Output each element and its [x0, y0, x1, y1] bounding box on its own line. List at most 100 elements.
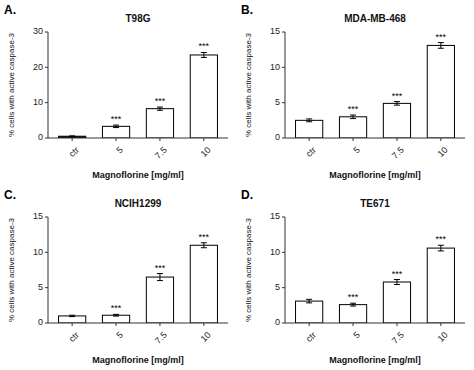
x-tick-label: ctr: [304, 330, 318, 344]
y-tick-label: 15: [33, 211, 43, 221]
y-axis: [285, 217, 286, 323]
significance-label: ***: [111, 303, 122, 313]
x-tick-label: 10: [436, 330, 450, 344]
bar: [427, 45, 454, 138]
x-axis: [285, 323, 465, 324]
y-axis: [48, 217, 49, 323]
title: MDA-MB-468: [344, 13, 406, 24]
error-bar: [69, 135, 75, 137]
y-tick: [45, 67, 48, 68]
panel: 051015ctr57.510Magnoflorine [mg/ml]% cel…: [4, 188, 228, 365]
error-bar: [438, 43, 444, 49]
y-tick-label: 0: [275, 317, 280, 327]
background: [0, 0, 474, 370]
significance-label: ***: [436, 234, 447, 244]
x-tick: [440, 138, 441, 141]
x-tick-label: ctr: [67, 145, 81, 159]
y-tick-label: 10: [33, 97, 43, 107]
error-bar: [157, 274, 163, 281]
title: TE671: [360, 198, 390, 209]
significance-label: ***: [199, 232, 210, 242]
x-tick-label: 5: [114, 330, 125, 341]
bar: [146, 277, 173, 323]
bar: [190, 245, 217, 323]
x-tick: [116, 138, 117, 141]
x-tick: [159, 138, 160, 141]
significance-label: ***: [155, 96, 166, 106]
bar: [59, 316, 86, 323]
title: T98G: [125, 13, 150, 24]
x-tick-label: 7.5: [390, 330, 406, 346]
bar: [190, 55, 217, 138]
y-axis: [285, 32, 286, 138]
y-tick: [282, 252, 285, 253]
x-tick: [72, 138, 73, 141]
y-tick: [282, 287, 285, 288]
x-axis-label: Magnoflorine [mg/ml]: [329, 355, 421, 365]
y-tick: [282, 32, 285, 33]
bar: [102, 126, 129, 138]
significance-label: ***: [436, 32, 447, 42]
significance-label: ***: [155, 263, 166, 273]
x-tick: [309, 138, 310, 141]
y-axis: [48, 32, 49, 138]
bars: [296, 43, 455, 138]
x-tick-label: 10: [199, 145, 213, 159]
x-tick-label: 7.5: [390, 145, 406, 161]
x-tick-label: 10: [436, 145, 450, 159]
x-axis: [48, 138, 228, 139]
panel: 051015ctr57.510Magnoflorine [mg/ml]% cel…: [241, 3, 465, 180]
error-bar: [350, 115, 356, 119]
x-tick: [159, 323, 160, 326]
y-tick-label: 5: [275, 97, 280, 107]
x-tick: [203, 323, 204, 326]
y-tick-label: 5: [275, 282, 280, 292]
x-tick: [353, 323, 354, 326]
bar: [427, 248, 454, 323]
x-tick: [396, 138, 397, 141]
panel-label: C.: [4, 188, 16, 202]
x-tick: [353, 138, 354, 141]
panel-label: A.: [4, 3, 16, 17]
error-bar: [201, 243, 207, 248]
bar: [383, 103, 410, 138]
x-tick-label: 5: [114, 145, 125, 156]
x-axis-label: Magnoflorine [mg/ml]: [92, 170, 184, 180]
y-axis-label: % cells with active caspase-3: [7, 32, 16, 137]
y-axis-label: % cells with active caspase-3: [244, 217, 253, 322]
y-tick: [45, 287, 48, 288]
y-tick-label: 0: [38, 132, 43, 142]
x-axis-label: Magnoflorine [mg/ml]: [329, 170, 421, 180]
error-bar: [157, 107, 163, 110]
x-axis-label: Magnoflorine [mg/ml]: [92, 355, 184, 365]
significance-label: ***: [199, 41, 210, 51]
significance-label: ***: [111, 114, 122, 124]
y-tick: [282, 102, 285, 103]
panel: 051015ctr57.510Magnoflorine [mg/ml]% cel…: [241, 188, 465, 365]
x-tick: [203, 138, 204, 141]
bar: [383, 282, 410, 323]
y-tick-label: 0: [38, 317, 43, 327]
y-tick: [282, 67, 285, 68]
y-tick-label: 30: [33, 26, 43, 36]
error-bar: [306, 299, 312, 303]
y-tick: [282, 323, 285, 324]
x-tick-label: 10: [199, 330, 213, 344]
bar: [339, 305, 366, 323]
bars: [59, 243, 218, 323]
y-tick-label: 0: [275, 132, 280, 142]
error-bar: [306, 119, 312, 122]
x-tick-label: 5: [351, 330, 362, 341]
x-tick-label: 5: [351, 145, 362, 156]
bar: [146, 109, 173, 138]
bars: [59, 52, 218, 138]
panel-label: D.: [241, 188, 253, 202]
y-tick-label: 15: [270, 26, 280, 36]
error-bar: [113, 125, 119, 127]
x-tick: [72, 323, 73, 326]
x-tick: [116, 323, 117, 326]
y-axis-label: % cells with active caspase-3: [7, 217, 16, 322]
panel: 0102030ctr57.510Magnoflorine [mg/ml]% ce…: [4, 3, 228, 180]
y-tick: [45, 217, 48, 218]
y-tick-label: 10: [270, 247, 280, 257]
